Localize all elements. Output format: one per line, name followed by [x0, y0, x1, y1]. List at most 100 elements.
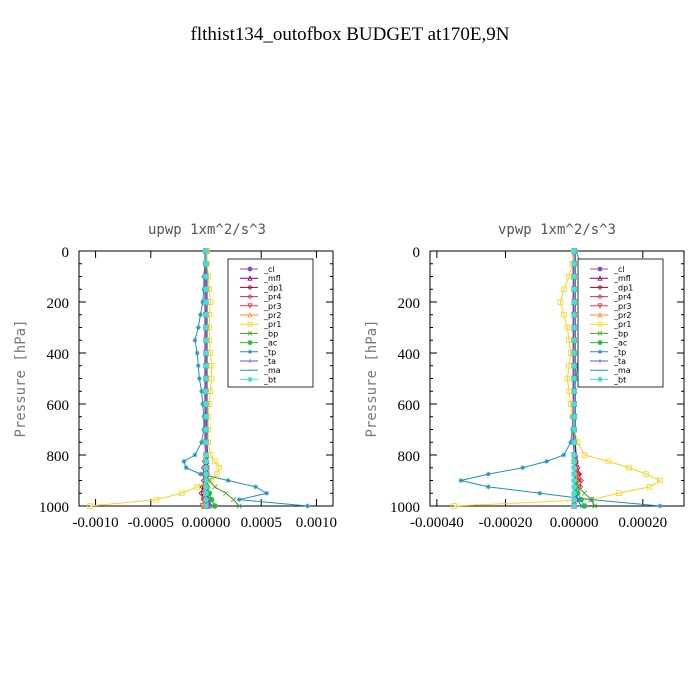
legend-marker [247, 294, 253, 300]
legend-marker [597, 321, 603, 327]
x-tick-label: -0.00040 [410, 515, 464, 531]
data-point [203, 311, 209, 318]
data-point [578, 503, 584, 509]
legend: _cl_mfl_dp1_pr4_pr3_pr2_pr1_bp_ac_tp_ta_… [227, 258, 314, 388]
data-point [194, 484, 200, 490]
legend-label: _pr3 [613, 302, 631, 311]
data-point [203, 350, 209, 356]
data-point [575, 363, 580, 369]
series-line [454, 250, 662, 507]
series-bt [571, 248, 577, 509]
data-point [203, 299, 209, 305]
data-point [571, 273, 577, 280]
data-point [571, 426, 577, 433]
y-tick-label: 0 [62, 245, 70, 261]
data-point [195, 325, 201, 330]
legend-marker [597, 331, 603, 336]
legend-label: _cl [613, 265, 625, 274]
data-point [192, 337, 198, 343]
legend-label: _tp [613, 348, 626, 357]
legend-marker [248, 349, 252, 354]
legend-marker [597, 275, 603, 281]
data-point [203, 337, 209, 344]
data-point [203, 503, 209, 509]
legend-marker [247, 331, 253, 336]
legend-marker [247, 312, 253, 318]
data-point [236, 503, 242, 509]
data-point [643, 471, 650, 477]
y-tick-label: 0 [413, 245, 421, 261]
data-point [198, 312, 203, 318]
legend-label: _ta [263, 357, 276, 366]
legend-label: _ac [263, 339, 277, 348]
x-tick-label: 0.00000 [182, 515, 231, 531]
data-point [203, 375, 209, 382]
data-point [571, 311, 577, 318]
data-point [571, 350, 577, 356]
x-tick-label: -0.0010 [72, 515, 118, 531]
data-point [225, 478, 231, 483]
data-point [615, 490, 622, 497]
y-tick-label: 600 [398, 398, 421, 414]
data-point [212, 503, 218, 509]
legend-marker [247, 266, 253, 272]
panel-upwp: upwp 1xm^2/s^3 Pressure [hPa] 0 200 400 600 80… [13, 222, 337, 531]
x-tick-label: 0.0005 [241, 515, 282, 531]
legend-label: _pr1 [613, 320, 631, 329]
legend-label: _dp1 [263, 283, 283, 292]
data-point [203, 496, 209, 503]
y-tick-label: 600 [47, 398, 70, 414]
data-point [485, 484, 491, 490]
data-point [208, 375, 215, 382]
legend-marker [597, 266, 603, 272]
y-tick-label: 1000 [39, 500, 69, 516]
data-point [571, 362, 577, 369]
data-point [571, 490, 577, 497]
data-point [571, 337, 577, 344]
data-point [657, 477, 663, 484]
data-point [571, 452, 577, 458]
data-point [305, 503, 310, 509]
y-tick-label: 1000 [390, 500, 420, 516]
data-point [198, 471, 203, 477]
legend-label: _bp [613, 329, 628, 338]
data-point [203, 464, 209, 471]
data-point [566, 388, 572, 395]
legend-label: _pr4 [263, 293, 281, 302]
data-point [203, 413, 209, 420]
data-point [153, 496, 160, 503]
legend-marker [247, 321, 253, 327]
data-point [203, 426, 209, 433]
data-point [199, 439, 204, 445]
data-point [199, 388, 204, 394]
data-point [212, 458, 218, 465]
data-point [195, 363, 201, 369]
legend-marker [598, 359, 602, 363]
y-tick-label: 400 [398, 347, 421, 363]
data-point [212, 484, 218, 490]
legend-marker [597, 284, 603, 290]
legend-marker [247, 377, 253, 382]
data-point [557, 299, 564, 305]
legend-label: _pr1 [263, 320, 281, 329]
data-point [203, 477, 209, 484]
data-point [236, 497, 242, 503]
legend-label: _tp [263, 348, 276, 357]
data-point [203, 471, 209, 477]
data-point [458, 478, 464, 483]
legend-label: _mfl [263, 274, 281, 283]
legend-marker [247, 340, 253, 345]
data-point [571, 503, 577, 509]
data-point [181, 458, 187, 464]
legend-label: _cl [263, 265, 275, 274]
legend-marker [247, 275, 253, 281]
data-point [571, 299, 577, 305]
y-tick-label: 400 [47, 347, 70, 363]
x-tick-label: -0.0005 [128, 515, 174, 531]
legend-label: _ma [263, 366, 281, 375]
x-tick-label: -0.00020 [479, 515, 533, 531]
data-point [566, 273, 572, 280]
data-point [537, 490, 543, 496]
data-point [561, 311, 567, 318]
y-tick-label: 200 [47, 296, 70, 312]
